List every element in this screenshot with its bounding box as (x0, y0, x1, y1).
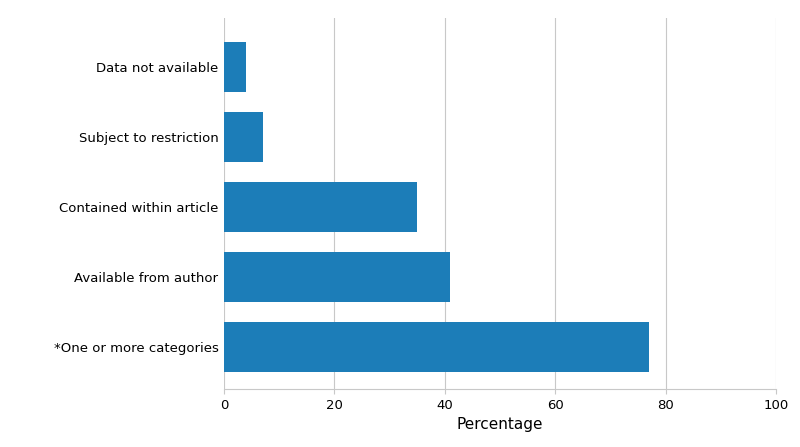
Bar (224, 181, 418, 232)
Bar (224, 252, 450, 302)
Bar (224, 322, 649, 372)
Bar (224, 42, 246, 92)
X-axis label: Percentage: Percentage (457, 417, 543, 432)
Bar (224, 112, 262, 162)
